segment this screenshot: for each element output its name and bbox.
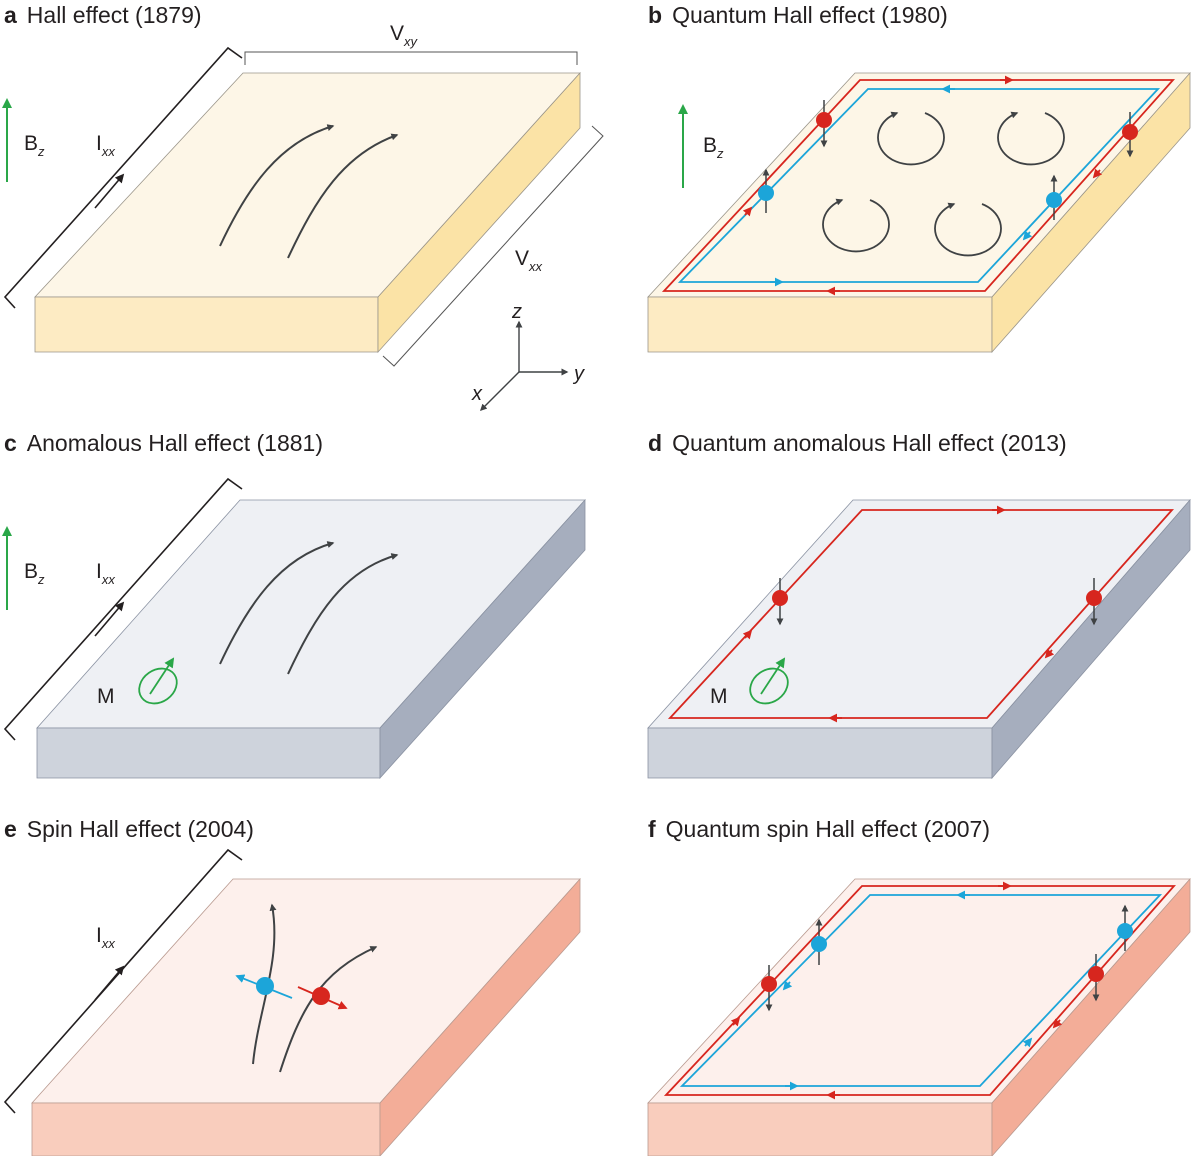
panel-c-text: Anomalous Hall effect (1881) <box>26 430 323 456</box>
panel-a-i-arrow <box>94 173 125 209</box>
panel-f-slab <box>647 877 1191 1156</box>
panel-a-b-label: Bz <box>24 132 45 159</box>
panel-b-letter: b <box>648 2 663 28</box>
panel-c-i-arrow <box>94 601 125 637</box>
panel-e-spin-electrons <box>235 974 348 1010</box>
axis-y-label: y <box>572 363 585 385</box>
panel-f-title: f Quantum spin Hall effect (2007) <box>648 816 990 843</box>
panel-e-i-arrow <box>94 965 125 1001</box>
panel-b-cyclotron-orbits <box>822 111 1065 257</box>
panel-d-slab <box>647 498 1191 780</box>
panel-d-title: d Quantum anomalous Hall effect (2013) <box>648 430 1067 457</box>
panel-b-title: b Quantum Hall effect (1980) <box>648 2 948 29</box>
panel-c-i-label: Ixx <box>96 560 115 587</box>
panel-c-letter: c <box>4 430 17 456</box>
panel-a-i-label: Ixx <box>96 132 115 159</box>
panel-a-i-bracket <box>3 46 243 309</box>
panel-d-text: Quantum anomalous Hall effect (2013) <box>672 430 1067 456</box>
axis-x-label: x <box>471 383 483 405</box>
panel-a-vxy-bracket <box>244 51 578 65</box>
panel-c-b-label: Bz <box>24 560 45 587</box>
panel-c-m-label: M <box>97 685 115 708</box>
panel-a-current-arrows <box>219 124 399 259</box>
panel-c-current-arrows <box>219 541 399 675</box>
panel-a-text: Hall effect (1879) <box>26 2 202 28</box>
panel-e-text: Spin Hall effect (2004) <box>26 816 254 842</box>
panel-d-letter: d <box>648 430 663 456</box>
panel-b-b-label: Bz <box>703 134 724 161</box>
panel-d-red-edge-loop <box>667 509 1175 719</box>
panel-a-vxy-label: Vxy <box>390 22 419 49</box>
panel-a-letter: a <box>4 2 17 28</box>
panel-f-letter: f <box>648 816 656 842</box>
panel-b-slab <box>647 71 1191 354</box>
panel-e-slab <box>31 877 581 1156</box>
panel-a-vxx-label: Vxx <box>515 247 543 274</box>
panel-f-blue-edge-loop <box>679 894 1163 1087</box>
panel-d-electrons <box>772 578 1102 626</box>
panel-d-m-label: M <box>710 685 728 708</box>
panel-d-magnetization <box>749 657 789 705</box>
panel-c-slab <box>36 498 586 780</box>
panel-e-letter: e <box>4 816 17 842</box>
panel-f-text: Quantum spin Hall effect (2007) <box>665 816 990 842</box>
panel-b-blue-edge-loop <box>677 88 1161 283</box>
axis-z-label: z <box>511 301 522 323</box>
panel-e-i-bracket <box>3 848 243 1114</box>
panel-c-title: c Anomalous Hall effect (1881) <box>4 430 323 457</box>
panel-b-edge-arrows <box>742 75 1103 296</box>
panel-e-i-label: Ixx <box>96 924 115 951</box>
panel-e-title: e Spin Hall effect (2004) <box>4 816 254 843</box>
panel-a-title: a Hall effect (1879) <box>4 2 202 29</box>
panel-f-edge-arrows <box>730 881 1063 1100</box>
panel-f-electrons <box>761 904 1133 1012</box>
panel-a-slab <box>34 71 581 354</box>
panel-a-vxx-bracket <box>382 125 604 367</box>
coordinate-axes <box>480 320 569 411</box>
panel-b-text: Quantum Hall effect (1980) <box>672 2 948 28</box>
panel-c-magnetization <box>138 657 178 705</box>
panel-b-electrons <box>758 100 1138 220</box>
panel-d-edge-arrows <box>742 505 1055 723</box>
panel-b-red-edge-loop <box>661 79 1176 292</box>
